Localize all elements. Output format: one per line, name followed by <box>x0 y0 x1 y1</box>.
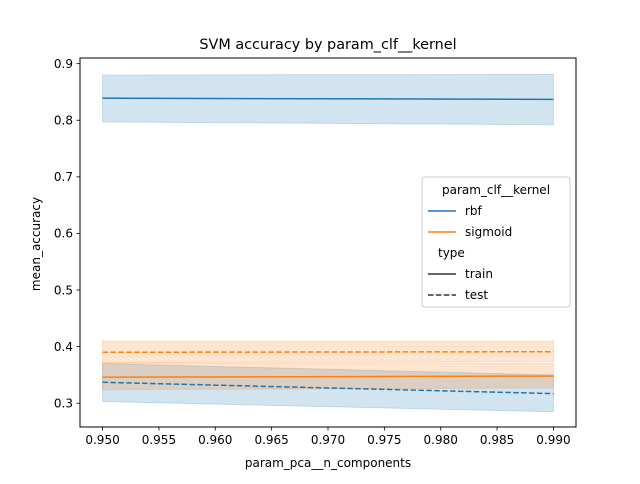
line-sigmoid-test <box>102 350 554 354</box>
x-tick-label: 0.965 <box>254 433 288 447</box>
y-tick-label: 0.7 <box>54 170 73 184</box>
x-tick-label: 0.990 <box>536 433 570 447</box>
legend-label-train: train <box>465 267 493 281</box>
y-tick-label: 0.3 <box>54 397 73 411</box>
y-tick-label: 0.9 <box>54 57 73 71</box>
line-sigmoid-train <box>102 375 554 378</box>
y-axis-ticks: 0.3 0.4 0.5 0.6 0.7 0.8 0.9 <box>54 57 80 411</box>
x-tick-label: 0.955 <box>142 433 176 447</box>
y-tick-label: 0.8 <box>54 114 73 128</box>
x-tick-label: 0.980 <box>424 433 458 447</box>
legend-label-rbf: rbf <box>465 204 483 218</box>
x-axis-ticks: 0.950 0.955 0.960 0.965 0.970 0.975 0.980 0.985… <box>85 427 571 447</box>
line-rbf-train <box>102 97 554 101</box>
x-tick-label: 0.960 <box>198 433 232 447</box>
x-tick-label: 0.970 <box>311 433 345 447</box>
legend-label-sigmoid: sigmoid <box>465 225 512 239</box>
chart-title: SVM accuracy by param_clf__kernel <box>199 37 456 53</box>
y-tick-label: 0.4 <box>54 340 73 354</box>
x-tick-label: 0.950 <box>85 433 119 447</box>
legend-box <box>421 176 571 308</box>
x-tick-label: 0.985 <box>480 433 514 447</box>
y-tick-label: 0.6 <box>54 227 73 241</box>
legend-section-title: param_clf__kernel <box>442 183 550 197</box>
ci-band-rbf-train <box>102 73 554 126</box>
legend-label-test: test <box>465 288 488 302</box>
line-rbf-test <box>102 381 554 395</box>
y-tick-label: 0.5 <box>54 283 73 297</box>
x-axis-label: param_pca__n_components <box>245 456 411 470</box>
x-tick-label: 0.975 <box>367 433 401 447</box>
y-axis-label: mean_accuracy <box>29 197 43 291</box>
legend-section-title: type <box>438 246 465 260</box>
series-lines <box>102 97 554 395</box>
